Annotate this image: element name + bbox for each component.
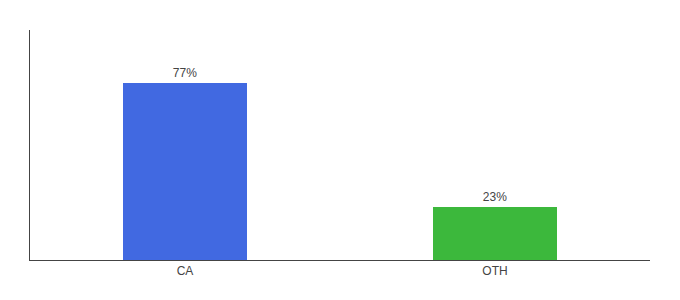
svg-text:77%: 77% — [173, 66, 197, 80]
svg-text:CA: CA — [177, 264, 194, 278]
svg-text:23%: 23% — [483, 190, 507, 204]
svg-text:OTH: OTH — [482, 264, 507, 278]
